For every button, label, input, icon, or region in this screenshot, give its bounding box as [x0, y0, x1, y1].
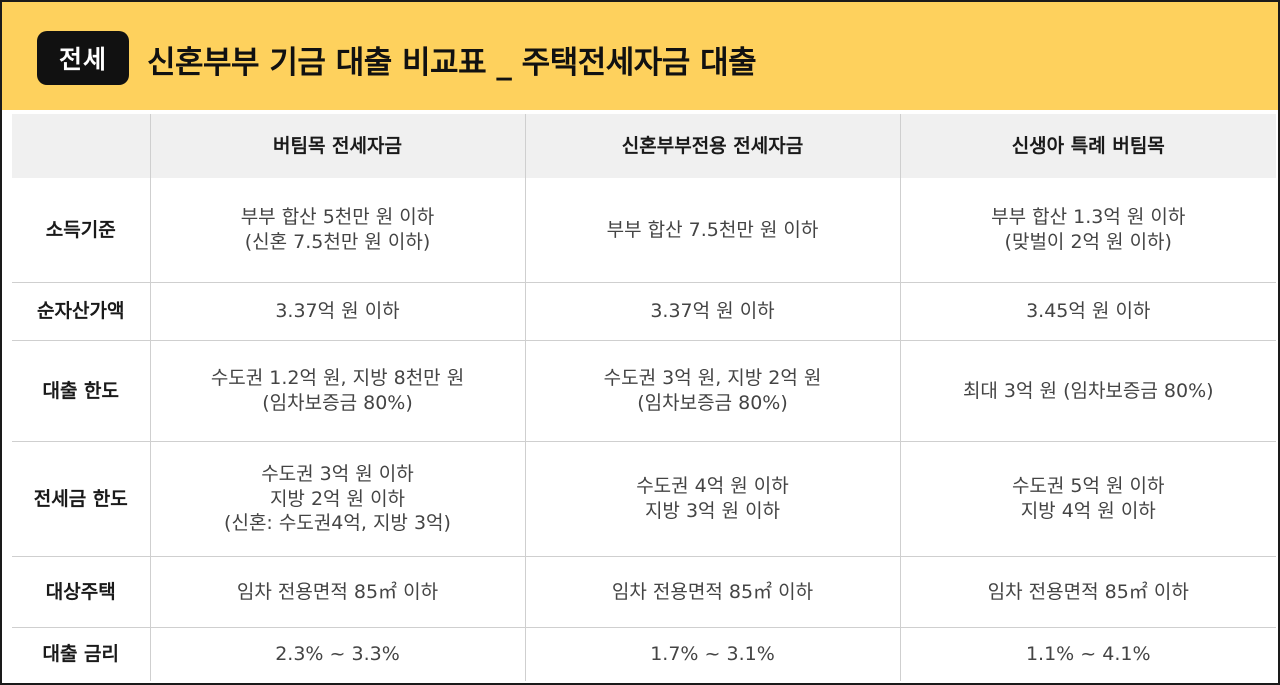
table-header-row: 버팀목 전세자금 신혼부부전용 전세자금 신생아 특례 버팀목: [12, 114, 1276, 178]
cell-line: 수도권 3억 원 이하: [261, 462, 414, 485]
cell-line: 지방 4억 원 이하: [1020, 500, 1156, 522]
table-cell: 수도권 4억 원 이하 지방 3억 원 이하: [524, 441, 900, 557]
cell-line: 3.37억 원 이하: [275, 300, 400, 323]
row-label: 전세금 한도: [12, 441, 150, 557]
cell-line: (임차보증금 80%): [262, 392, 413, 414]
table-cell: 2.3% ~ 3.3%: [149, 627, 525, 681]
row-label: 대상주택: [12, 556, 150, 628]
cell-line: 수도권 4억 원 이하: [636, 475, 789, 498]
table-row: 소득기준 부부 합산 5천만 원 이하 (신혼 7.5천만 원 이하) 부부 합…: [12, 178, 1276, 283]
table-cell: 부부 합산 1.3억 원 이하 (맞벌이 2억 원 이하): [899, 178, 1276, 283]
cell-line: 3.37억 원 이하: [650, 300, 775, 323]
row-label: 소득기준: [12, 178, 150, 283]
table-cell: 3.37억 원 이하: [524, 282, 900, 341]
cell-line: (신혼 7.5천만 원 이하): [244, 231, 431, 253]
row-label: 대출 한도: [12, 340, 150, 442]
table-cell: 부부 합산 7.5천만 원 이하: [524, 178, 900, 283]
table-row: 전세금 한도 수도권 3억 원 이하 지방 2억 원 이하 (신혼: 수도권4억…: [12, 441, 1276, 557]
table-cell: 임차 전용면적 85㎡ 이하: [899, 556, 1276, 628]
table-cell: 1.1% ~ 4.1%: [899, 627, 1276, 681]
cell-line: (임차보증금 80%): [637, 392, 788, 414]
cell-line: 임차 전용면적 85㎡ 이하: [987, 580, 1189, 603]
cell-line: 최대 3억 원 (임차보증금 80%): [962, 379, 1214, 402]
table-cell: 1.7% ~ 3.1%: [524, 627, 900, 681]
page-title: 신혼부부 기금 대출 비교표 _ 주택전세자금 대출: [147, 44, 757, 81]
table-cell: 임차 전용면적 85㎡ 이하: [524, 556, 900, 628]
cell-line: 지방 3억 원 이하: [644, 500, 781, 522]
cell-line: 임차 전용면적 85㎡ 이하: [236, 580, 439, 603]
cell-line: 부부 합산 1.3억 원 이하: [991, 206, 1186, 229]
cell-line: 수도권 5억 원 이하: [1011, 475, 1165, 498]
table-cell: 3.37억 원 이하: [149, 282, 525, 341]
table-cell: 수도권 1.2억 원, 지방 8천만 원 (임차보증금 80%): [149, 340, 525, 442]
header-cell-empty: [12, 114, 150, 178]
cell-line: 1.7% ~ 3.1%: [650, 643, 775, 666]
category-badge: 전세: [37, 31, 129, 85]
cell-line: 1.1% ~ 4.1%: [1025, 643, 1151, 666]
cell-line: 수도권 3억 원, 지방 2억 원: [603, 367, 822, 390]
header-banner: 전세 신혼부부 기금 대출 비교표 _ 주택전세자금 대출: [2, 2, 1278, 110]
table-row: 순자산가액 3.37억 원 이하 3.37억 원 이하 3.45억 원 이하: [12, 282, 1276, 341]
table-row: 대출 금리 2.3% ~ 3.3% 1.7% ~ 3.1% 1.1% ~ 4.1…: [12, 627, 1276, 681]
header-cell-buttimok: 버팀목 전세자금: [149, 114, 525, 178]
cell-line: 지방 2억 원 이하: [269, 487, 406, 510]
cell-line: 임차 전용면적 85㎡ 이하: [611, 580, 814, 603]
cell-line: (맞벌이 2억 원 이하): [1004, 231, 1172, 253]
row-label: 대출 금리: [42, 643, 120, 666]
table-cell: 부부 합산 5천만 원 이하 (신혼 7.5천만 원 이하): [149, 178, 525, 283]
header-cell-newlywed: 신혼부부전용 전세자금: [524, 114, 900, 178]
table-row: 대상주택 임차 전용면적 85㎡ 이하 임차 전용면적 85㎡ 이하 임차 전용…: [12, 556, 1276, 628]
cell-line: 부부 합산 7.5천만 원 이하: [606, 218, 819, 241]
row-label: 순자산가액: [12, 282, 150, 341]
cell-line: 부부 합산 5천만 원 이하: [240, 206, 435, 229]
cell-line: 2.3% ~ 3.3%: [275, 643, 400, 666]
table-cell: 수도권 5억 원 이하 지방 4억 원 이하: [899, 441, 1276, 557]
cell-line: 수도권 1.2억 원, 지방 8천만 원: [210, 367, 465, 390]
table-cell: 수도권 3억 원 이하 지방 2억 원 이하 (신혼: 수도권4억, 지방 3억…: [149, 441, 525, 557]
header-cell-newborn: 신생아 특례 버팀목: [899, 114, 1276, 178]
table-cell: 3.45억 원 이하: [899, 282, 1276, 341]
cell-line: (신혼: 수도권4억, 지방 3억): [224, 512, 451, 535]
cell-line: 3.45억 원 이하: [1026, 300, 1151, 323]
table-cell: 임차 전용면적 85㎡ 이하: [149, 556, 525, 628]
table-cell: 최대 3억 원 (임차보증금 80%): [899, 340, 1276, 442]
table-row: 대출 한도 수도권 1.2억 원, 지방 8천만 원 (임차보증금 80%) 수…: [12, 340, 1276, 442]
table-cell: 수도권 3억 원, 지방 2억 원 (임차보증금 80%): [524, 340, 900, 442]
comparison-table: 버팀목 전세자금 신혼부부전용 전세자금 신생아 특례 버팀목 소득기준 부부 …: [12, 114, 1276, 681]
